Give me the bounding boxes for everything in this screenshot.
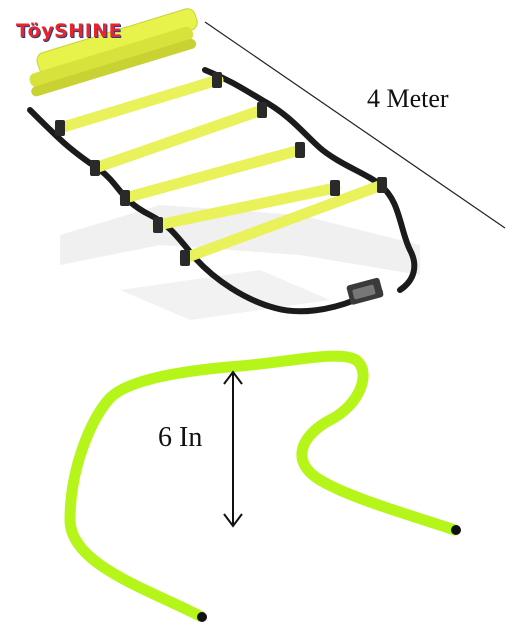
ladder-roll (29, 8, 198, 97)
height-measure-arrow (223, 370, 243, 528)
strap-buckle (346, 277, 384, 305)
ladder-straps (27, 67, 418, 315)
hurdle (64, 350, 461, 622)
length-measure-line (204, 21, 506, 229)
brand-logo-text: TöySHINE (16, 20, 123, 42)
hurdle-height-label: 6 In (158, 422, 203, 453)
brand-logo: TöySHINE (16, 20, 122, 48)
ladder-length-label: 4 Meter (367, 84, 449, 113)
hurdle-end-right (451, 525, 461, 535)
ladder-rungs (54, 74, 388, 264)
ladder-shadow (60, 205, 420, 320)
strap-clips (55, 72, 387, 266)
hurdle-end-left (197, 612, 207, 622)
